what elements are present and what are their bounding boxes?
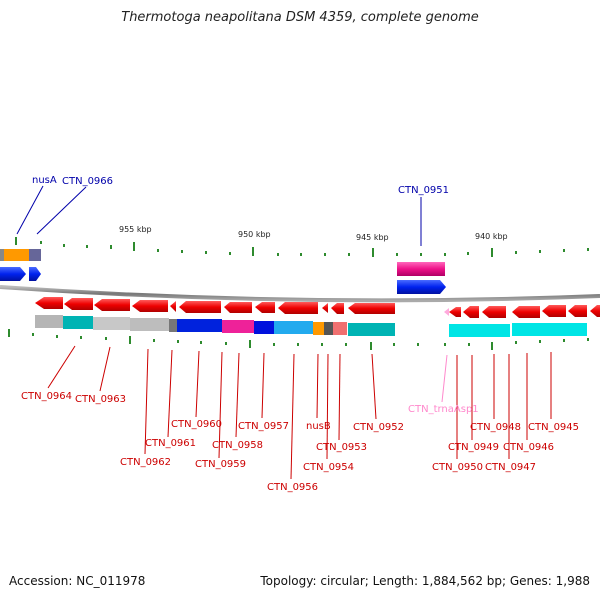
genome-title: Thermotoga neapolitana DSM 4359, complet… <box>121 10 479 25</box>
scale-940: 940 kbp <box>475 232 508 241</box>
tick-marks <box>8 237 589 350</box>
gene-label-ctn0958[interactable]: CTN_0958 <box>212 440 263 451</box>
top-left-features <box>0 249 41 281</box>
trna-arrow <box>444 308 449 316</box>
gene-label-ctn0957[interactable]: CTN_0957 <box>238 421 289 432</box>
top-features-0951 <box>397 262 446 294</box>
gene-label-ctn0949[interactable]: CTN_0949 <box>448 442 499 453</box>
genome-summary-text: Topology: circular; Length: 1,884,562 bp… <box>260 574 590 588</box>
gene-label-ctn-trnaasp1[interactable]: CTN_trnaAsp1 <box>408 404 479 415</box>
scale-950: 950 kbp <box>238 230 271 239</box>
gene-label-ctn0951[interactable]: CTN_0951 <box>398 185 449 196</box>
gene-label-ctn0954[interactable]: CTN_0954 <box>303 462 354 473</box>
leader-ctn0966 <box>36 186 87 235</box>
scale-955: 955 kbp <box>119 225 152 234</box>
gene-label-ctn0945[interactable]: CTN_0945 <box>528 422 579 433</box>
gene-label-ctn0956[interactable]: CTN_0956 <box>267 482 318 493</box>
gene-label-ctn0959[interactable]: CTN_0959 <box>195 459 246 470</box>
gene-label-ctn0962[interactable]: CTN_0962 <box>120 457 171 468</box>
accession-text: Accession: NC_011978 <box>9 574 146 588</box>
gene-label-ctn0948[interactable]: CTN_0948 <box>470 422 521 433</box>
gene-label-ctn0953[interactable]: CTN_0953 <box>316 442 367 453</box>
gene-label-ctn0950[interactable]: CTN_0950 <box>432 462 483 473</box>
bottom-category-bars <box>35 315 587 337</box>
gene-label-nusA[interactable]: nusA <box>32 175 57 186</box>
gene-label-nusB[interactable]: nusB <box>306 421 331 432</box>
gene-label-ctn0966[interactable]: CTN_0966 <box>62 176 113 187</box>
gene-label-ctn0961[interactable]: CTN_0961 <box>145 438 196 449</box>
gene-label-ctn0947[interactable]: CTN_0947 <box>485 462 536 473</box>
gene-label-ctn0952[interactable]: CTN_0952 <box>353 422 404 433</box>
gene-label-ctn0960[interactable]: CTN_0960 <box>171 419 222 430</box>
leader-nusA <box>16 185 44 235</box>
scale-945: 945 kbp <box>356 233 389 242</box>
genome-axis <box>0 285 600 303</box>
gene-label-ctn0963[interactable]: CTN_0963 <box>75 394 126 405</box>
gene-label-ctn0964[interactable]: CTN_0964 <box>21 391 72 402</box>
gene-label-ctn0946[interactable]: CTN_0946 <box>503 442 554 453</box>
bottom-gene-arrows <box>35 297 600 318</box>
